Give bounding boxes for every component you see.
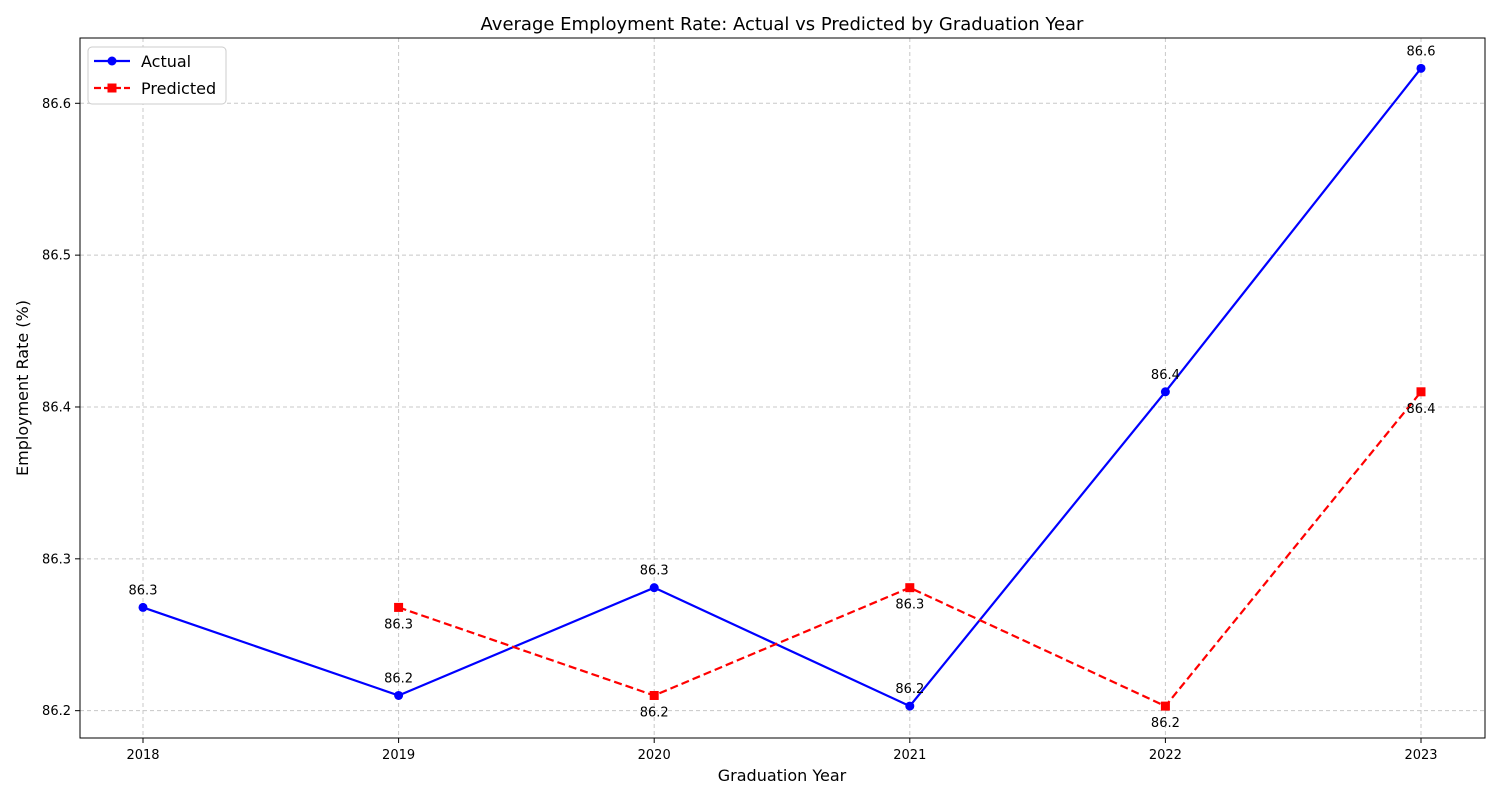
- legend-label-predicted: Predicted: [141, 79, 216, 98]
- data-point-actual: [1416, 63, 1426, 73]
- y-tick-label: 86.6: [42, 97, 71, 112]
- x-tick-label: 2023: [1404, 748, 1437, 763]
- y-tick-label: 86.3: [42, 552, 71, 567]
- x-tick-label: 2022: [1149, 748, 1182, 763]
- x-tick-label: 2019: [382, 748, 415, 763]
- data-point-actual: [138, 602, 148, 612]
- legend-label-actual: Actual: [141, 52, 191, 71]
- series-layer: [138, 63, 1426, 711]
- data-label-actual: 86.6: [1407, 44, 1436, 59]
- x-axis-label: Graduation Year: [718, 766, 847, 785]
- data-label-actual: 86.4: [1151, 368, 1180, 383]
- data-label-actual: 86.3: [640, 564, 669, 579]
- x-tick-label: 2021: [893, 748, 926, 763]
- data-point-predicted: [905, 583, 915, 593]
- legend: Actual Predicted: [87, 46, 227, 105]
- data-point-actual: [394, 690, 404, 700]
- y-axis: 86.2 86.3 86.4 86.5 86.6: [42, 97, 80, 719]
- data-point-predicted: [394, 602, 404, 612]
- series-line-actual: [142, 67, 1422, 708]
- y-tick-label: 86.5: [42, 249, 71, 264]
- legend-marker-actual: [107, 56, 117, 66]
- data-label-predicted: 86.3: [384, 617, 413, 632]
- data-label-predicted: 86.2: [640, 705, 669, 720]
- x-tick-label: 2020: [638, 748, 671, 763]
- data-label-predicted: 86.2: [1151, 716, 1180, 731]
- data-label-predicted: 86.4: [1407, 402, 1436, 417]
- y-tick-label: 86.4: [42, 400, 71, 415]
- data-label-actual: 86.2: [384, 671, 413, 686]
- data-point-predicted: [649, 690, 659, 700]
- y-tick-label: 86.2: [42, 704, 71, 719]
- chart-title: Average Employment Rate: Actual vs Predi…: [481, 14, 1085, 35]
- data-point-predicted: [1160, 701, 1170, 711]
- data-point-predicted: [1416, 387, 1426, 397]
- x-tick-label: 2018: [126, 748, 159, 763]
- plot-area: [79, 37, 1486, 739]
- y-axis-label: Employment Rate (%): [13, 300, 32, 476]
- data-point-actual: [1160, 387, 1170, 397]
- data-point-actual: [905, 701, 915, 711]
- data-point-actual: [649, 583, 659, 593]
- legend-marker-predicted: [107, 83, 117, 93]
- data-label-predicted: 86.3: [895, 598, 924, 613]
- data-label-actual: 86.2: [895, 682, 924, 697]
- data-labels: 86.3 86.2 86.3 86.2 86.4 86.6 86.3 86.2 86.3 86.2…: [129, 44, 1436, 731]
- x-axis: 2018 2019 2020 2021 2022 2023: [126, 738, 1438, 763]
- data-label-actual: 86.3: [129, 583, 158, 598]
- grid: [80, 38, 1485, 738]
